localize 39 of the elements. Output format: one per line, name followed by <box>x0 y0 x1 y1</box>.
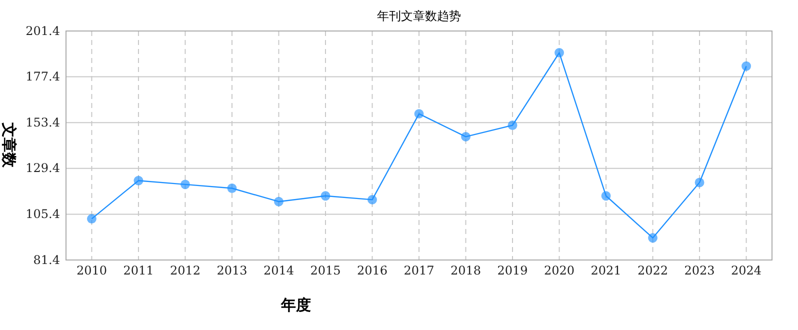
point <box>180 180 190 190</box>
point <box>508 120 518 130</box>
x-tick-label: 2022 <box>638 264 668 278</box>
x-tick-label: 2023 <box>684 264 715 278</box>
x-tick-label: 2018 <box>450 264 482 278</box>
y-axis-title: 文章数 <box>0 122 18 168</box>
x-tick-label: 2020 <box>544 264 575 278</box>
x-tick-label: 2024 <box>731 264 762 278</box>
point <box>320 191 330 201</box>
y-tick-label: 81.4 <box>33 252 60 267</box>
point <box>368 194 377 204</box>
point <box>648 233 658 243</box>
point <box>461 132 470 142</box>
x-tick-label: 2021 <box>590 264 622 278</box>
point <box>274 196 284 206</box>
x-tick-label: 2015 <box>310 264 341 278</box>
point <box>227 184 237 193</box>
x-tick-label: 2012 <box>170 264 200 278</box>
point <box>694 178 704 188</box>
point <box>554 48 564 58</box>
x-tick-label: 2013 <box>216 264 248 278</box>
x-tick-label: 2019 <box>497 264 528 278</box>
x-tick-label: 2011 <box>123 264 154 278</box>
chart-title: 年刊文章数趋势 <box>377 9 461 23</box>
x-tick-label: 2010 <box>76 264 107 278</box>
x-tick-label: 2016 <box>356 264 388 278</box>
point <box>601 191 611 201</box>
y-tick-label: 129.4 <box>26 161 60 176</box>
x-tick-label: 2014 <box>263 264 294 278</box>
point <box>86 214 96 224</box>
point <box>414 109 424 119</box>
x-tick-label: 2017 <box>404 264 434 278</box>
y-tick-label: 105.4 <box>26 207 60 222</box>
point <box>742 61 752 71</box>
y-tick-label: 201.4 <box>26 24 60 38</box>
y-tick-label: 177.4 <box>26 70 60 84</box>
point <box>134 176 144 186</box>
y-tick-label: 153.4 <box>26 115 60 130</box>
x-axis-title: 年度 <box>280 296 311 314</box>
